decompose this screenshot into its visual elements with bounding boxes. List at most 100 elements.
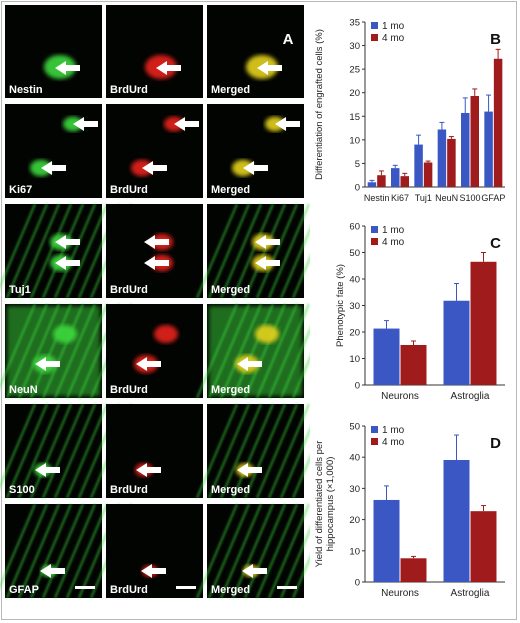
micrograph-neun-bromo: BrdUrd [106, 304, 203, 398]
bar-1mo-astroglia [443, 460, 470, 582]
bar-1mo-nestin [367, 182, 377, 187]
y-tick-label: 10 [349, 354, 360, 365]
y-axis-label: Yield of differentiated cells perhippoca… [314, 441, 336, 568]
micrograph-label: Merged [211, 384, 250, 396]
legend-swatch [371, 34, 378, 41]
y-tick-label: 35 [349, 18, 360, 29]
y-tick-label: 0 [355, 381, 360, 392]
micrograph-label: S100 [9, 484, 35, 496]
scale-bar [277, 586, 297, 589]
y-tick-label: 10 [349, 135, 360, 146]
x-tick-label: S100 [459, 193, 480, 203]
micrograph-label: Merged [211, 184, 250, 196]
legend-label: 4 mo [382, 237, 405, 248]
legend-swatch [371, 22, 378, 29]
micrograph-label: NeuN [9, 384, 38, 396]
bar-1mo-gfap [484, 111, 493, 187]
y-tick-label: 25 [349, 65, 360, 76]
x-tick-label: Neurons [381, 588, 419, 599]
micrograph-label: Merged [211, 284, 250, 296]
legend-swatch [371, 426, 378, 433]
legend-swatch [371, 438, 378, 445]
bar-4mo-neurons [400, 558, 427, 582]
bar-4mo-neun [447, 138, 456, 187]
bar-4mo-nestin [377, 175, 386, 187]
y-tick-label: 40 [349, 453, 360, 464]
legend-label: 4 mo [382, 437, 405, 448]
x-tick-label: Astroglia [451, 391, 490, 402]
micrograph-ki67-stain: Ki67 [5, 104, 102, 198]
y-axis-label: Differentiation of engrafted cells (%) [314, 29, 325, 180]
legend-label: 1 mo [382, 21, 405, 32]
y-tick-label: 20 [349, 515, 360, 526]
bar-1mo-tuj1 [414, 144, 423, 187]
x-tick-label: Nestin [364, 193, 390, 203]
micrograph-label: Merged [211, 584, 250, 596]
y-tick-label: 40 [349, 275, 360, 286]
micrograph-nestin-bromo: BrdUrd [106, 5, 203, 98]
bar-1mo-neurons [373, 499, 400, 582]
x-tick-label: Ki67 [391, 193, 409, 203]
micrograph-label: GFAP [9, 584, 39, 596]
y-axis-label: Phenotypic fate (%) [335, 264, 346, 347]
micrograph-label: BrdUrd [110, 184, 148, 196]
micrograph-label: Ki67 [9, 184, 32, 196]
micrograph-label: BrdUrd [110, 484, 148, 496]
y-tick-label: 20 [349, 328, 360, 339]
y-tick-label: 50 [349, 422, 360, 433]
micrograph-s100-merged: Merged [195, 403, 310, 499]
micrograph-tuj1-bromo: BrdUrd [106, 204, 203, 298]
y-tick-label: 10 [349, 546, 360, 557]
scale-bar [176, 586, 196, 589]
y-tick-label: 0 [355, 183, 360, 194]
bar-1mo-neurons [373, 328, 400, 385]
chart-d: 0 10 20 30 40 50 Yield of differentiated cells… [314, 422, 505, 599]
micrograph-nestin-stain: Nestin [5, 5, 102, 98]
y-tick-label: 5 [355, 159, 360, 170]
y-tick-label: 15 [349, 112, 360, 123]
micrograph-s100-stain: S100 [0, 403, 133, 499]
panel-letter-c: C [490, 235, 501, 252]
panel-letter-a: A [283, 31, 294, 48]
micrograph-gfap-merged: Merged [195, 503, 310, 599]
micrograph-grid: Nestin BrdUrd Merged Ki67 BrdUrd Merged Tuj1 Br… [0, 5, 310, 599]
bar-4mo-s100 [470, 96, 479, 187]
bar-4mo-astroglia [470, 261, 497, 385]
bar-1mo-astroglia [443, 300, 470, 385]
micrograph-tuj1-stain: Tuj1 [0, 203, 133, 299]
micrograph-ki67-merged: Merged [207, 104, 304, 198]
bar-4mo-astroglia [470, 511, 497, 582]
micrograph-label: BrdUrd [110, 384, 148, 396]
y-tick-label: 30 [349, 484, 360, 495]
bar-4mo-tuj1 [423, 162, 433, 187]
micrograph-tuj1-merged: Merged [195, 203, 310, 299]
x-tick-label: Astroglia [451, 588, 490, 599]
y-tick-label: 30 [349, 301, 360, 312]
micrograph-s100-bromo: BrdUrd [106, 404, 203, 498]
bar-4mo-neurons [400, 344, 427, 385]
micrograph-neun-stain: NeuN [0, 303, 133, 399]
bar-4mo-gfap [493, 58, 503, 188]
y-tick-label: 20 [349, 88, 360, 99]
bar-1mo-neun [437, 129, 447, 187]
panel-letter-d: D [490, 435, 501, 452]
x-tick-label: Neurons [381, 391, 419, 402]
y-tick-label: 60 [349, 222, 360, 233]
micrograph-label: Merged [211, 84, 250, 96]
micrograph-label: BrdUrd [110, 584, 148, 596]
micrograph-label: Tuj1 [9, 284, 31, 296]
bar-1mo-ki67 [391, 168, 400, 187]
x-tick-label: NeuN [435, 193, 458, 203]
micrograph-label: BrdUrd [110, 84, 148, 96]
scale-bar [75, 586, 95, 589]
legend-swatch [371, 238, 378, 245]
y-tick-label: 0 [355, 578, 360, 589]
y-tick-label: 50 [349, 248, 360, 259]
micrograph-nestin-merged: Merged [207, 5, 304, 98]
micrograph-label: BrdUrd [110, 284, 148, 296]
legend-label: 1 mo [382, 425, 405, 436]
panel-letter-b: B [490, 31, 501, 48]
chart-b: 0 5 10 15 20 25 30 35 Differentiation of engraft… [314, 18, 505, 204]
